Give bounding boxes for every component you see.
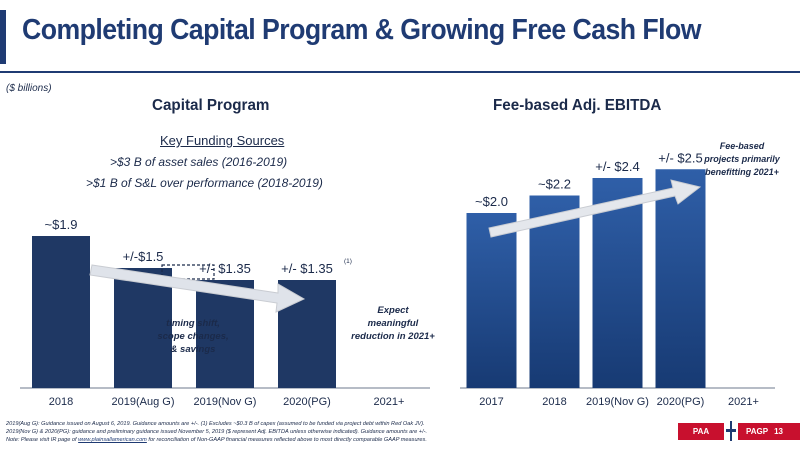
ebitda-value-label-1: ~$2.0 (475, 194, 508, 209)
expect-note-line-2: meaningful (368, 318, 419, 329)
ebitda-category-label-3: 2019(Nov G) (586, 396, 649, 408)
capital-bar-1 (32, 236, 90, 388)
footnote-note-prefix: Note: Please visit IR page of (6, 437, 79, 444)
ebitda-category-label-5: 2021+ (728, 396, 759, 408)
capital-category-label-3: 2019(Nov G) (194, 396, 257, 408)
title-divider (0, 71, 800, 73)
ebitda-value-label-3: +/- $2.4 (595, 159, 639, 174)
footnote-line-2: 2019(Nov G) & 2020(PG): guidance and pre… (6, 429, 428, 436)
ebitda-bar-1 (466, 213, 517, 388)
key-funding-line-2: >$1 B of S&L over performance (2018-2019… (86, 176, 323, 190)
capital-category-label-4: 2020(PG) (283, 396, 331, 408)
ebitda-chart: ~$2.0 2017 ~$2.2 2018 +/- $2.4 2019(Nov G) +/-… (460, 150, 775, 408)
capital-note-line-3: & savings (171, 344, 216, 355)
key-funding-title: Key Funding Sources (160, 133, 285, 148)
title-accent-bar (0, 10, 6, 64)
footnote-line-1: 2019(Aug G): Guidance issued on August 6… (6, 421, 425, 427)
capital-value-label-3: +/- $1.35 (199, 261, 251, 276)
key-funding-line-1: >$3 B of asset sales (2016-2019) (110, 155, 288, 169)
capital-category-label-2: 2019(Aug G) (112, 396, 175, 408)
capital-value-label-1: ~$1.9 (45, 217, 78, 232)
ir-website-link[interactable]: www.plainsallamerican.com (78, 437, 147, 444)
ebitda-trend-arrow (488, 179, 702, 238)
ebitda-category-label-4: 2020(PG) (657, 396, 705, 408)
capital-program-chart: ~$1.9 2018 +/-$1.5 2019(Aug G) +/- $1.35 2019… (20, 217, 430, 408)
capital-note-line-2: scope changes, (157, 331, 228, 342)
ebitda-value-label-2: ~$2.2 (538, 177, 571, 192)
capital-value-label-4: +/- $1.35 (281, 261, 333, 276)
units-label: ($ billions) (6, 83, 52, 94)
page-title: Completing Capital Program & Growing Fre… (22, 14, 702, 46)
footnote-note-suffix: for reconciliation of Non-GAAP financial… (146, 437, 427, 444)
pagp-label: PAGP (746, 427, 769, 436)
capital-category-label-1: 2018 (49, 396, 73, 408)
footnote: 2019(Aug G): Guidance issued on August 6… (6, 420, 646, 445)
capital-category-label-5: 2021+ (374, 396, 405, 408)
footnote-line-3: Note: Please visit IR page of www.plains… (6, 436, 646, 444)
ebitda-bar-2 (529, 195, 580, 388)
ebitda-category-label-1: 2017 (479, 396, 503, 408)
ebitda-note-line-3: benefitting 2021+ (705, 167, 780, 177)
ebitda-value-label-4: +/- $2.5 (658, 150, 702, 165)
capital-value-label-2: +/-$1.5 (123, 249, 164, 264)
company-logo-icon (725, 421, 737, 441)
capital-note-line-1: timing shift, (166, 318, 220, 329)
page-number: 13 (774, 427, 783, 436)
pagp-badge: PAGP 13 (738, 423, 800, 440)
ebitda-note-line-1: Fee-based (720, 141, 765, 151)
ebitda-bar-4 (655, 169, 706, 388)
ebitda-category-label-2: 2018 (542, 396, 566, 408)
ebitda-panel-title: Fee-based Adj. EBITDA (493, 97, 662, 114)
expect-note-line-3: reduction in 2021+ (351, 331, 435, 342)
capital-trend-arrow (89, 264, 306, 313)
ebitda-note-line-2: projects primarily (703, 154, 781, 164)
expect-note-line-1: Expect (377, 305, 409, 316)
capital-bar-2 (114, 268, 172, 388)
capital-panel-title: Capital Program (152, 97, 270, 114)
paa-badge: PAA (678, 423, 724, 440)
footnote-marker: (1) (344, 258, 352, 265)
